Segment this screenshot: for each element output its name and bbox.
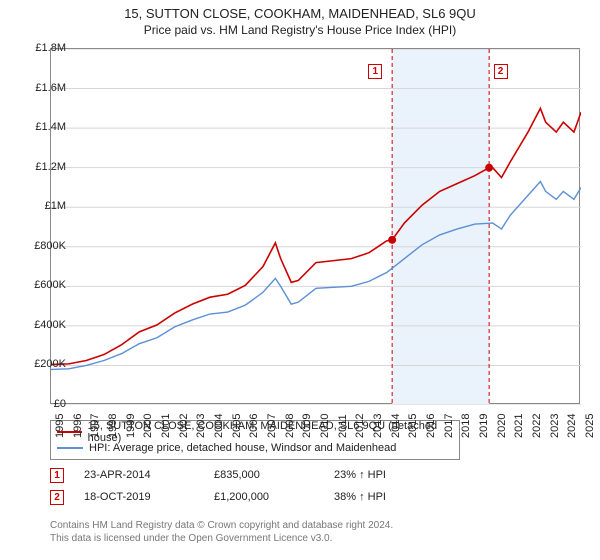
- x-tick-label: 2024: [566, 414, 578, 438]
- x-tick-label: 2009: [301, 414, 313, 438]
- x-tick-label: 2002: [178, 414, 190, 438]
- plot-area: [50, 48, 580, 404]
- legend-row: HPI: Average price, detached house, Wind…: [57, 440, 453, 456]
- y-tick-label: £1M: [45, 200, 66, 212]
- footer-line2: This data is licensed under the Open Gov…: [50, 533, 580, 546]
- footer-line1: Contains HM Land Registry data © Crown c…: [50, 520, 580, 533]
- legend-line-swatch: [57, 447, 83, 449]
- y-tick-label: £200K: [34, 358, 66, 370]
- shaded-sale-band: [392, 49, 489, 405]
- x-tick-label: 2006: [248, 414, 260, 438]
- x-tick-label: 2011: [337, 414, 349, 438]
- y-tick-label: £600K: [34, 279, 66, 291]
- x-tick-label: 2008: [284, 414, 296, 438]
- x-tick-label: 2013: [372, 414, 384, 438]
- x-tick-label: 2015: [407, 414, 419, 438]
- chart-titles: 15, SUTTON CLOSE, COOKHAM, MAIDENHEAD, S…: [0, 0, 600, 37]
- series-hpi: [51, 182, 581, 370]
- transaction-delta: 38% ↑ HPI: [334, 491, 386, 503]
- sale-marker-box: 1: [368, 64, 382, 79]
- x-tick-label: 2016: [425, 414, 437, 438]
- transaction-marker-box: 2: [50, 490, 64, 505]
- x-tick-label: 2001: [160, 414, 172, 438]
- transaction-delta: 23% ↑ HPI: [334, 469, 386, 481]
- transaction-date: 23-APR-2014: [84, 469, 214, 481]
- sale-marker-dot: [485, 164, 493, 172]
- x-tick-label: 2004: [213, 414, 225, 438]
- y-tick-label: £1.2M: [35, 161, 66, 173]
- chart-container: 15, SUTTON CLOSE, COOKHAM, MAIDENHEAD, S…: [0, 0, 600, 560]
- x-tick-label: 2014: [390, 414, 402, 438]
- x-tick-label: 2019: [478, 414, 490, 438]
- x-tick-label: 2022: [531, 414, 543, 438]
- sale-marker-dot: [388, 236, 396, 244]
- x-tick-label: 2003: [195, 414, 207, 438]
- x-tick-label: 2012: [354, 414, 366, 438]
- x-tick-label: 2000: [142, 414, 154, 438]
- transaction-date: 18-OCT-2019: [84, 491, 214, 503]
- chart-footer: Contains HM Land Registry data © Crown c…: [50, 520, 580, 545]
- x-tick-label: 1997: [89, 414, 101, 438]
- transaction-price: £835,000: [214, 469, 334, 481]
- x-tick-label: 2007: [266, 414, 278, 438]
- x-tick-label: 2021: [513, 414, 525, 438]
- y-tick-label: £1.4M: [35, 121, 66, 133]
- legend-label: HPI: Average price, detached house, Wind…: [89, 442, 396, 454]
- transaction-row: 1 23-APR-2014£835,00023% ↑ HPI: [50, 466, 580, 484]
- x-tick-label: 2005: [231, 414, 243, 438]
- x-tick-label: 1995: [54, 414, 66, 438]
- chart-title-line2: Price paid vs. HM Land Registry's House …: [0, 23, 600, 37]
- y-tick-label: £400K: [34, 319, 66, 331]
- y-tick-label: £800K: [34, 240, 66, 252]
- x-tick-label: 2020: [496, 414, 508, 438]
- x-tick-label: 2017: [443, 414, 455, 438]
- sale-marker-box: 2: [494, 64, 508, 79]
- chart-title-line1: 15, SUTTON CLOSE, COOKHAM, MAIDENHEAD, S…: [0, 6, 600, 21]
- x-tick-label: 2018: [460, 414, 472, 438]
- transaction-price: £1,200,000: [214, 491, 334, 503]
- y-tick-label: £1.6M: [35, 82, 66, 94]
- x-tick-label: 1998: [107, 414, 119, 438]
- x-tick-label: 2023: [549, 414, 561, 438]
- x-tick-label: 2025: [584, 414, 596, 438]
- y-tick-label: £1.8M: [35, 42, 66, 54]
- transaction-row: 2 18-OCT-2019£1,200,00038% ↑ HPI: [50, 488, 580, 506]
- x-tick-label: 1996: [72, 414, 84, 438]
- y-tick-label: £0: [54, 398, 66, 410]
- x-tick-label: 2010: [319, 414, 331, 438]
- transaction-marker-box: 1: [50, 468, 64, 483]
- x-tick-label: 1999: [125, 414, 137, 438]
